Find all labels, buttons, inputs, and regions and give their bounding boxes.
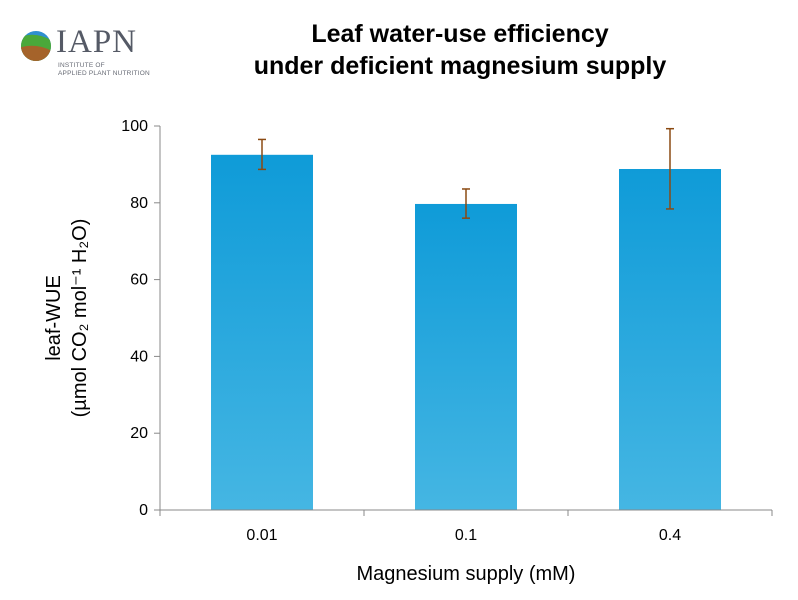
chart-title-line1: Leaf water-use efficiency	[311, 20, 609, 48]
bar-0.4	[619, 169, 721, 510]
y-tick-label: 20	[130, 425, 148, 442]
bar-0.1	[415, 203, 517, 510]
y-tick-label: 80	[130, 195, 148, 212]
y-axis-title-line2: (µmol CO₂ mol⁻¹ H₂O)	[69, 219, 91, 418]
x-tick-label: 0.01	[246, 527, 277, 544]
y-tick-labels: 0 20 40 60 80 100	[121, 118, 148, 519]
x-axis-title: Magnesium supply (mM)	[357, 563, 576, 585]
error-bar-0.01	[258, 138, 266, 171]
error-bar-0.4	[666, 127, 674, 210]
error-bar-0.1	[462, 188, 470, 219]
logo-name: IAPN	[56, 24, 138, 60]
bar-0.01	[211, 154, 313, 511]
logo-subtitle: INSTITUTE OF APPLIED PLANT NUTRITION	[58, 62, 150, 77]
logo-globe-icon	[21, 31, 51, 61]
chart-title: Leaf water-use efficiency under deficien…	[200, 18, 720, 82]
x-tick-labels: 0.01 0.1 0.4	[246, 527, 681, 544]
y-tick-label: 40	[130, 348, 148, 365]
y-axis-title-line1: leaf-WUE	[43, 275, 65, 361]
chart-title-line2: under deficient magnesium supply	[253, 52, 667, 80]
iapn-logo: IAPN INSTITUTE OF APPLIED PLANT NUTRITIO…	[18, 24, 158, 84]
x-tick-label: 0.4	[659, 527, 681, 544]
bars-group	[211, 154, 721, 511]
y-tick-label: 0	[139, 502, 148, 519]
y-tick-label: 100	[121, 118, 148, 135]
y-tick-label: 60	[130, 272, 148, 289]
error-bars-group	[258, 127, 674, 219]
axes-group	[154, 125, 773, 516]
x-tick-label: 0.1	[455, 527, 477, 544]
